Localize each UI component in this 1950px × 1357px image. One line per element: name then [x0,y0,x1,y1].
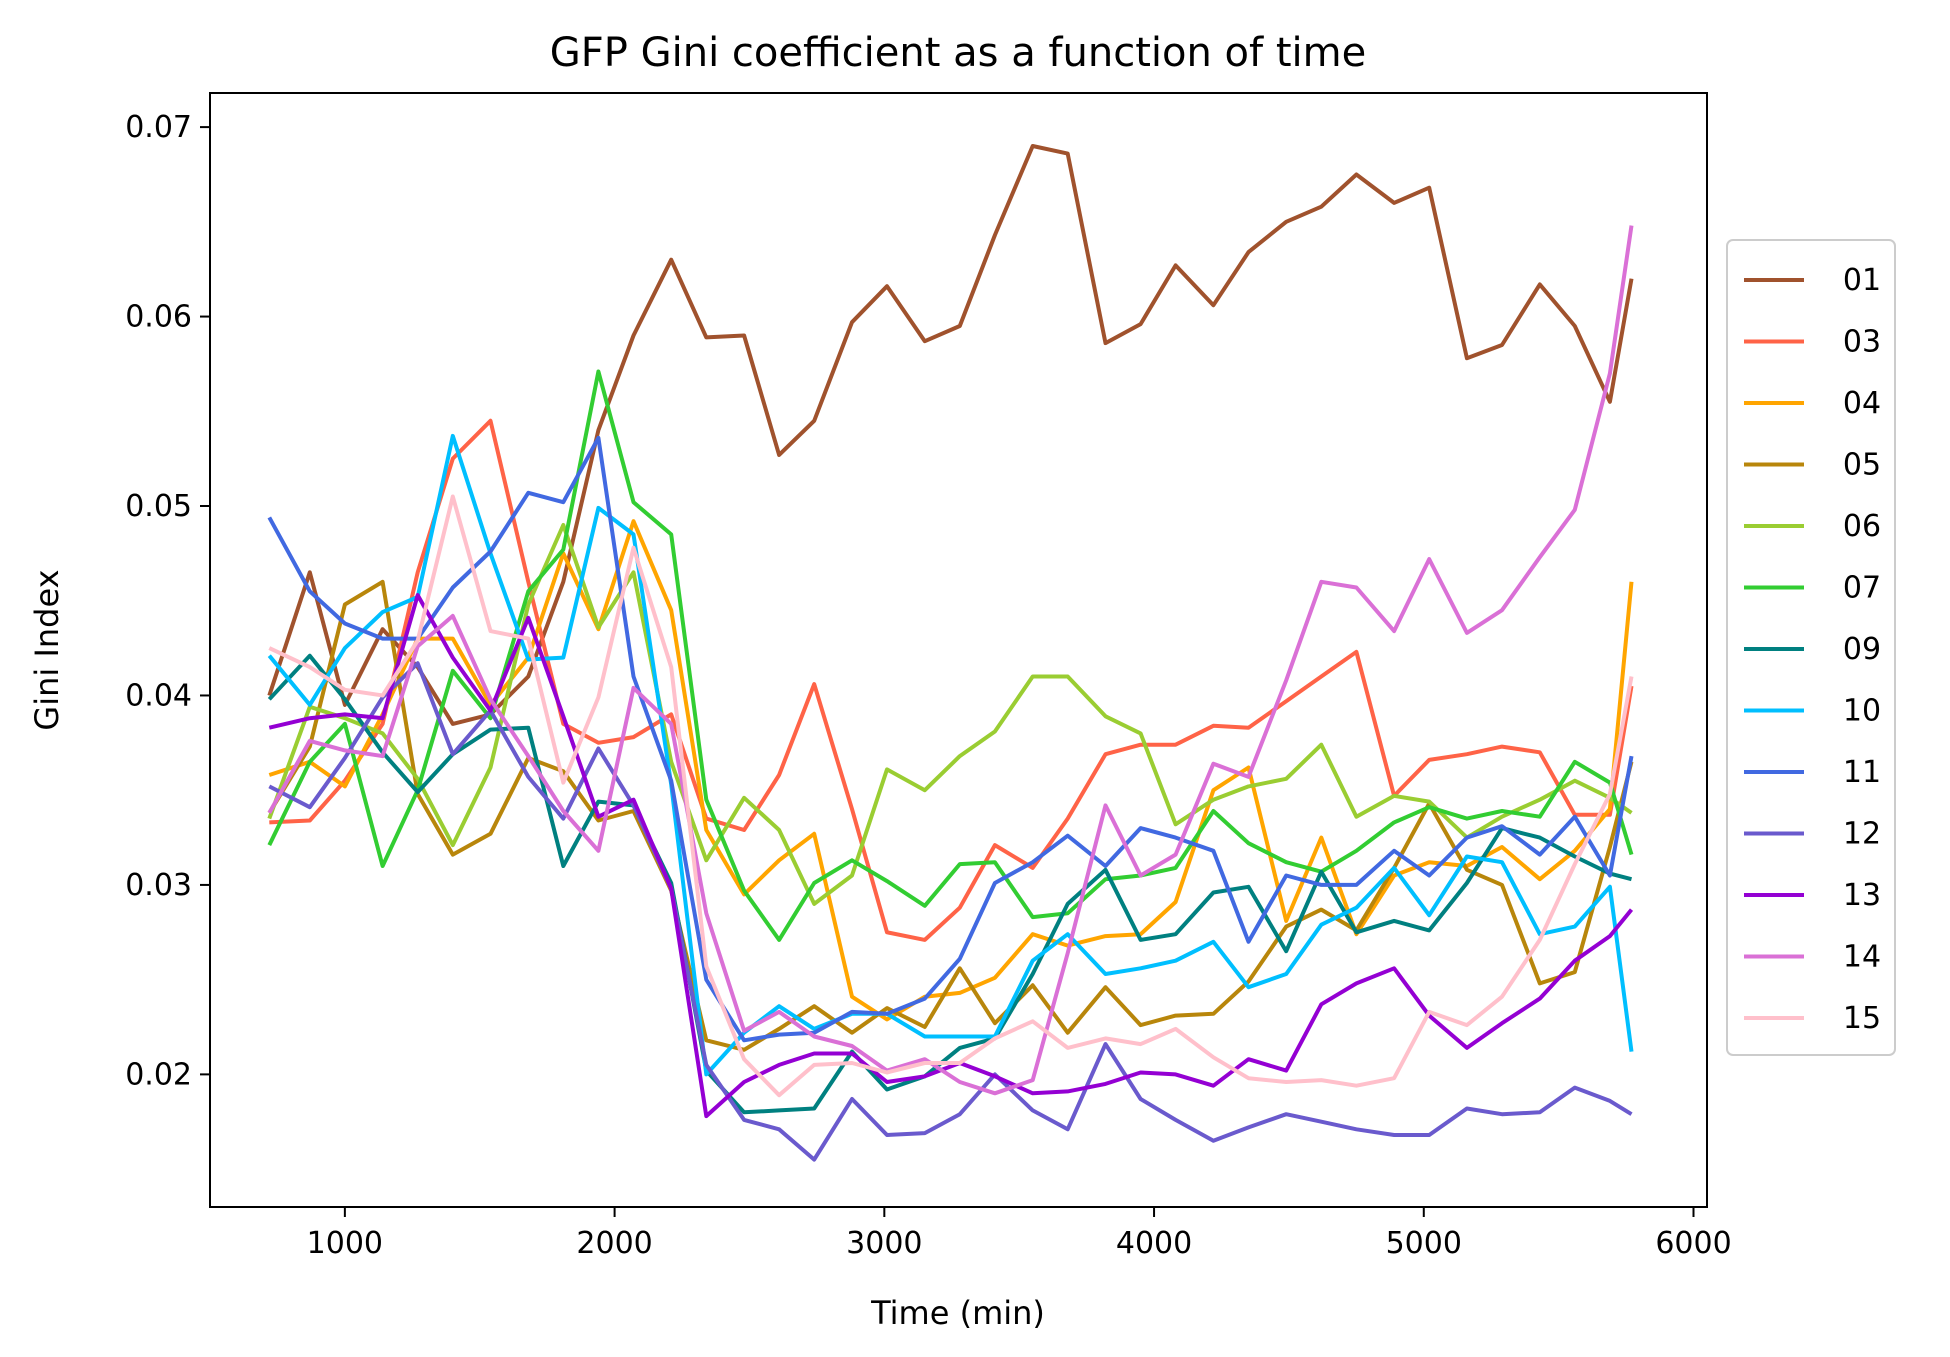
series-line-03 [269,418,1634,942]
legend: 01 03 04 05 06 07 09 10 11 12 13 14 15 [1726,239,1896,1056]
legend-item-06: 06 [1744,509,1881,544]
x-tick-label: 2000 [576,1226,652,1261]
series-line-15 [268,494,1634,1098]
legend-label: 06 [1843,509,1881,544]
legend-item-15: 15 [1744,1001,1881,1036]
x-tick-label: 6000 [1655,1226,1731,1261]
legend-item-07: 07 [1744,571,1881,606]
legend-label: 09 [1843,632,1881,667]
y-axis: 0.02 0.03 0.04 0.05 0.06 0.07 [125,110,210,1092]
legend-label: 05 [1843,448,1881,483]
x-tick-label: 1000 [307,1226,383,1261]
y-tick-label: 0.02 [125,1057,192,1092]
legend-item-12: 12 [1744,817,1881,852]
legend-label: 01 [1843,263,1881,298]
chart-title: GFP Gini coefficient as a function of ti… [550,30,1366,76]
legend-item-01: 01 [1744,263,1881,298]
x-tick-label: 5000 [1386,1226,1462,1261]
y-tick-label: 0.06 [125,300,192,335]
legend-label: 04 [1843,386,1881,421]
legend-box [1726,239,1896,1056]
legend-item-10: 10 [1744,694,1881,729]
series-line-10 [267,433,1634,1077]
series-line-12 [268,661,1633,1162]
legend-label: 03 [1843,325,1881,360]
y-tick-label: 0.07 [125,110,192,145]
x-tick-label: 4000 [1116,1226,1192,1261]
legend-item-13: 13 [1744,878,1881,913]
legend-label: 14 [1843,940,1881,975]
legend-item-03: 03 [1744,325,1881,360]
y-tick-label: 0.05 [125,489,192,524]
legend-label: 07 [1843,571,1881,606]
legend-label: 11 [1843,755,1881,790]
y-tick-label: 0.03 [125,868,192,903]
legend-label: 15 [1843,1001,1881,1036]
series-line-05 [267,579,1634,1052]
series-line-11 [267,435,1634,1043]
y-tick-label: 0.04 [125,678,192,713]
series-line-01 [267,144,1634,726]
legend-label: 12 [1843,817,1881,852]
x-axis-label: Time (min) [870,1294,1045,1332]
legend-item-14: 14 [1744,940,1881,975]
legend-item-09: 09 [1744,632,1881,667]
plot-frame [209,92,1708,1208]
legend-label: 10 [1843,694,1881,729]
series-line-14 [267,225,1634,1096]
y-axis-label: Gini Index [28,569,66,730]
legend-label: 13 [1843,878,1881,913]
series-lines [267,144,1634,1162]
legend-item-11: 11 [1744,755,1881,790]
x-axis: 1000 2000 3000 4000 5000 6000 [307,1207,1732,1261]
legend-item-05: 05 [1744,448,1881,483]
series-line-06 [267,523,1633,906]
legend-item-04: 04 [1744,386,1881,421]
x-tick-label: 3000 [846,1226,922,1261]
